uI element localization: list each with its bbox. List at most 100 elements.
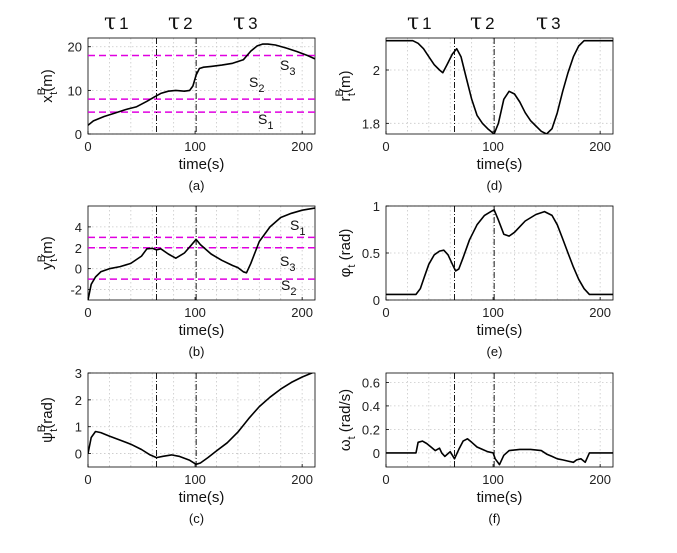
y-label-sub: t — [346, 93, 358, 96]
panel-caption: (c) — [189, 511, 204, 526]
reference-line-label-sub: 3 — [289, 66, 295, 78]
axes-frame — [87, 372, 316, 468]
panel-c: 0 100 200 0 1 2 3 time(s) (c) ψBt(rad) — [36, 366, 316, 526]
y-tick-label: 0 — [75, 127, 82, 142]
series-line — [386, 209, 613, 296]
x-tick-label: 0 — [382, 305, 389, 320]
y-axis-label: ψBt(rad) — [36, 397, 60, 443]
y-label-symbol: ψ — [39, 432, 56, 443]
y-tick-label: 1.8 — [362, 116, 380, 131]
y-tick-label: 1 — [75, 420, 82, 435]
panel-d: 0 100 200 1.8 2 time(s) (d) rBt(m) — [334, 37, 614, 193]
y-label-unit: (m) — [39, 69, 56, 92]
x-tick-label: 0 — [84, 305, 91, 320]
x-tick-label: 0 — [84, 472, 91, 487]
x-axis-label: time(s) — [477, 156, 523, 173]
phase-label-symbol: τ — [407, 10, 419, 35]
reference-line-label-sub: 1 — [299, 226, 305, 238]
panel-caption: (e) — [487, 344, 503, 359]
series-line — [88, 43, 315, 126]
y-tick-label: 0 — [373, 446, 380, 461]
y-tick-label: 0.6 — [362, 375, 380, 390]
x-axis-label: time(s) — [179, 322, 225, 339]
x-tick-label: 0 — [382, 139, 389, 154]
y-axis-label: rBt(m) — [334, 71, 358, 102]
y-tick-label: 2 — [75, 393, 82, 408]
y-label-sup: B — [36, 88, 48, 95]
x-axis-label: time(s) — [477, 489, 523, 506]
y-label-sup: B — [36, 255, 48, 262]
phase-label-index: 3 — [551, 14, 560, 33]
x-tick-label: 200 — [589, 139, 611, 154]
reference-line-label-sub: 1 — [267, 120, 273, 132]
y-label-sub: t — [48, 429, 60, 432]
x-tick-label: 200 — [589, 305, 611, 320]
x-tick-label: 100 — [184, 139, 206, 154]
y-axis-label: ωt (rad/s) — [337, 389, 358, 451]
y-label-unit: (rad) — [337, 229, 354, 265]
reference-line-label-base: S — [290, 217, 299, 233]
x-axis-label: time(s) — [477, 322, 523, 339]
y-label-sup: B — [334, 89, 346, 96]
y-tick-label: 20 — [68, 40, 82, 55]
y-tick-label: 2 — [75, 241, 82, 256]
phase-label-symbol: τ — [536, 10, 548, 35]
y-label-sub: t — [346, 436, 358, 439]
x-tick-label: 100 — [184, 305, 206, 320]
y-tick-label: 0 — [75, 447, 82, 462]
series-line — [88, 373, 314, 466]
panel-caption: (a) — [189, 178, 205, 193]
y-tick-label: 0.4 — [362, 399, 380, 414]
y-axis-label: xBt(m) — [36, 69, 60, 102]
x-tick-label: 100 — [184, 472, 206, 487]
y-label-symbol: r — [337, 96, 354, 101]
y-tick-label: 10 — [68, 83, 82, 98]
reference-line-label-base: S — [249, 74, 258, 90]
axes-frame — [385, 37, 614, 135]
x-tick-label: 100 — [482, 139, 504, 154]
x-tick-label: 0 — [382, 472, 389, 487]
y-tick-label: 0.2 — [362, 422, 380, 437]
phase-label-symbol: τ — [104, 10, 116, 35]
y-axis-label: yBt(m) — [36, 236, 60, 269]
series-line — [88, 207, 315, 300]
x-tick-label: 200 — [291, 305, 313, 320]
y-tick-label: 3 — [75, 366, 82, 381]
panel-f: 0 100 200 0 0.2 0.4 0.6 time(s) (f) ωt (rad/s) — [337, 372, 614, 526]
panel-caption: (d) — [487, 178, 503, 193]
y-label-unit: (rad) — [39, 397, 56, 429]
panel-e: 0 100 200 0 0.5 1 time(s) (e) φt (rad) — [337, 199, 614, 359]
phase-label-symbol: τ — [168, 10, 180, 35]
y-axis-label: φt (rad) — [337, 229, 358, 278]
y-label-sup: B — [36, 425, 48, 432]
x-tick-label: 100 — [482, 472, 504, 487]
reference-line-label-base: S — [258, 111, 267, 127]
x-axis-label: time(s) — [179, 489, 225, 506]
y-tick-label: 4 — [75, 220, 82, 235]
x-tick-label: 0 — [84, 139, 91, 154]
axes-frame — [87, 37, 316, 135]
reference-line-label: S1 — [290, 217, 305, 238]
reference-line-label: S2 — [249, 74, 264, 95]
y-label-unit: (m) — [39, 236, 56, 259]
phase-label-index: 1 — [422, 14, 431, 33]
panel-caption: (b) — [189, 344, 205, 359]
reference-line-label: S3 — [280, 57, 295, 78]
y-tick-label: 0 — [75, 262, 82, 277]
phase-label-index: 2 — [183, 14, 192, 33]
y-tick-label: 1 — [373, 199, 380, 214]
phase-label-symbol: τ — [233, 10, 245, 35]
y-label-symbol: x — [39, 95, 56, 103]
series-line — [386, 437, 613, 466]
reference-line-label: S2 — [281, 277, 296, 298]
x-tick-label: 100 — [482, 305, 504, 320]
y-label-unit: (m) — [337, 71, 354, 94]
panel-caption: (f) — [488, 511, 500, 526]
phase-label-index: 3 — [248, 14, 257, 33]
y-tick-label: 2 — [373, 63, 380, 78]
